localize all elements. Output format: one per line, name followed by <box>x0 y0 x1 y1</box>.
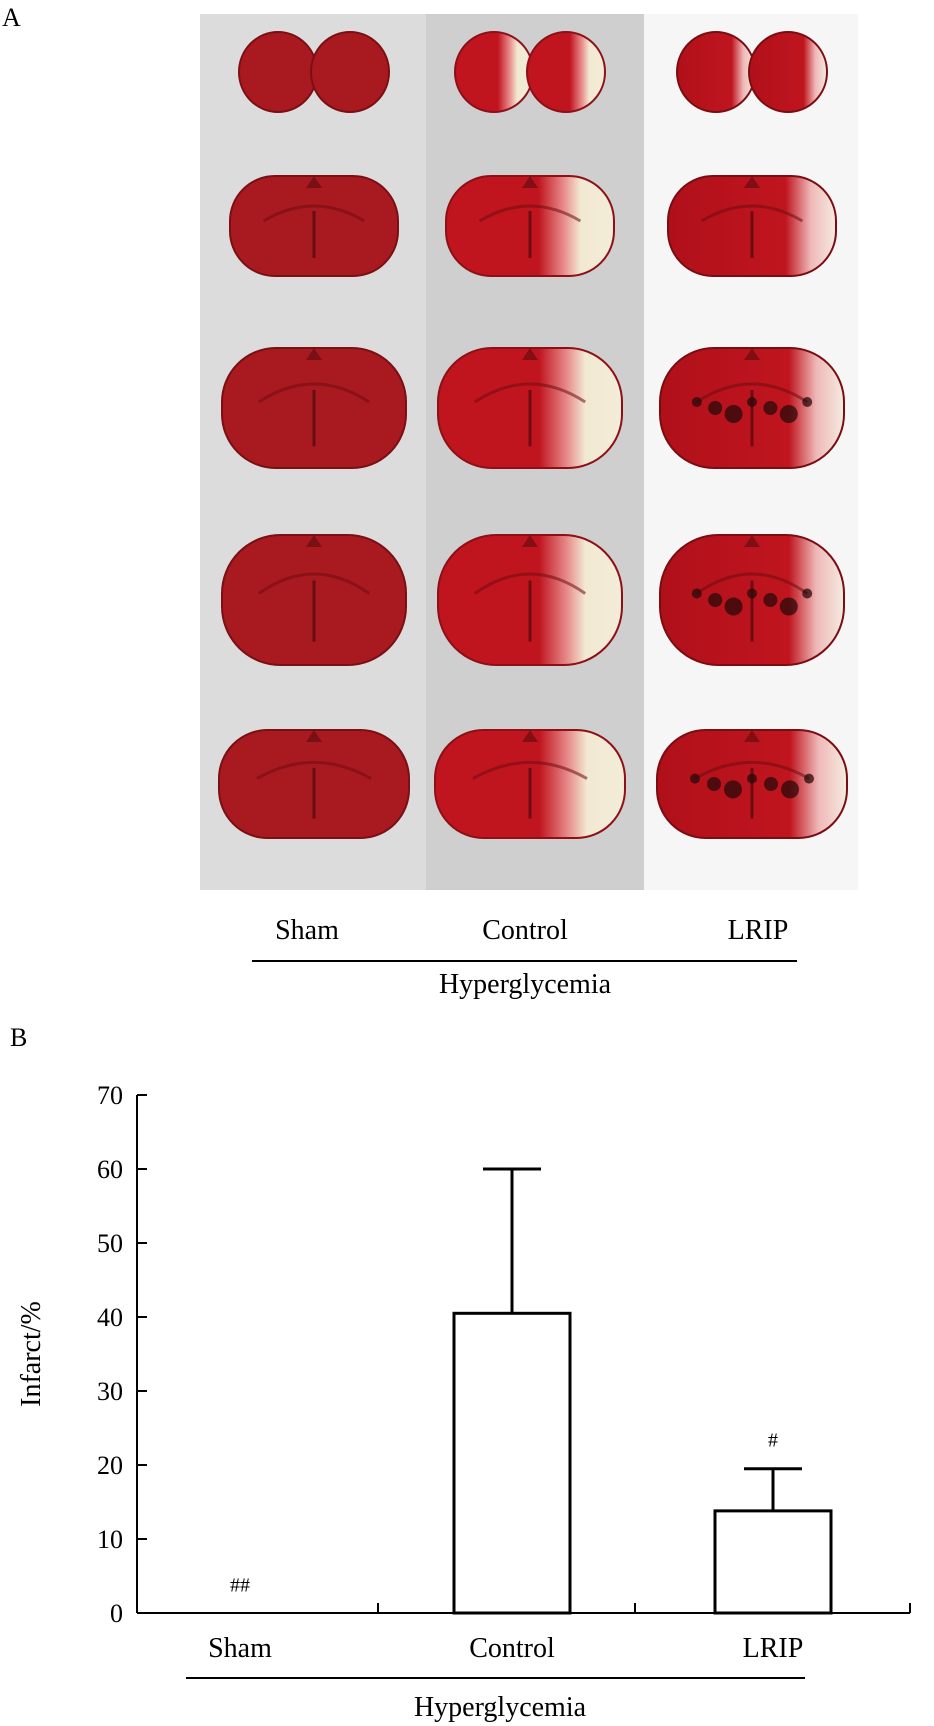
y-tick-label-40: 40 <box>97 1303 123 1332</box>
brain-slice-sham-5 <box>218 729 410 839</box>
panel-b-label: B <box>10 1023 27 1052</box>
brain-slice-sham-2 <box>229 175 399 277</box>
brain-slice-sham-3 <box>221 347 407 469</box>
panel-a-col-label-sham: Sham <box>275 915 339 946</box>
panel-a-col-label-control: Control <box>482 915 568 946</box>
brain-slice-lrip-4 <box>659 534 845 666</box>
panel-a-label: A <box>2 3 21 32</box>
y-tick-label-20: 20 <box>97 1451 123 1480</box>
brain-slice-control-2 <box>445 175 615 277</box>
bar-control <box>452 1311 572 1615</box>
y-axis-title: Infarct/% <box>16 1301 47 1407</box>
brain-slice-sham-4 <box>221 534 407 666</box>
y-tick-label-60: 60 <box>97 1155 123 1184</box>
y-tick-label-30: 30 <box>97 1377 123 1406</box>
brain-slices-photo <box>200 14 858 890</box>
y-tick-label-50: 50 <box>97 1229 123 1258</box>
significance-marker-sham: ## <box>230 1574 250 1596</box>
y-tick-label-10: 10 <box>97 1525 123 1554</box>
panel-a-col-label-lrip: LRIP <box>728 915 789 946</box>
brain-slice-control-4 <box>437 534 623 666</box>
x-tick-label-lrip: LRIP <box>743 1633 804 1664</box>
x-tick-label-sham: Sham <box>208 1633 272 1664</box>
y-tick-label-70: 70 <box>97 1081 123 1110</box>
brain-slice-control-3 <box>437 347 623 469</box>
panel-a-group-label: Hyperglycemia <box>439 969 612 1000</box>
panel-b-group-label: Hyperglycemia <box>414 1692 587 1723</box>
bar-chart: 0 10 20 30 40 50 60 70 ## Sham Control # LRIP Infar… <box>16 1081 911 1664</box>
x-tick-label-control: Control <box>469 1633 555 1664</box>
brain-slice-lrip-5 <box>656 729 848 839</box>
error-bar-lrip <box>744 1467 802 1511</box>
brain-slice-lrip-3 <box>659 347 845 469</box>
brain-slice-sham-1 <box>238 31 390 113</box>
brain-slice-lrip-1 <box>676 31 828 113</box>
bar-lrip <box>713 1509 833 1615</box>
brain-slice-control-5 <box>434 729 626 839</box>
significance-marker-lrip: # <box>768 1430 778 1452</box>
error-bar-control <box>483 1167 541 1314</box>
brain-slice-control-1 <box>454 31 606 113</box>
y-tick-label-0: 0 <box>110 1599 123 1628</box>
brain-slice-lrip-2 <box>667 175 837 277</box>
